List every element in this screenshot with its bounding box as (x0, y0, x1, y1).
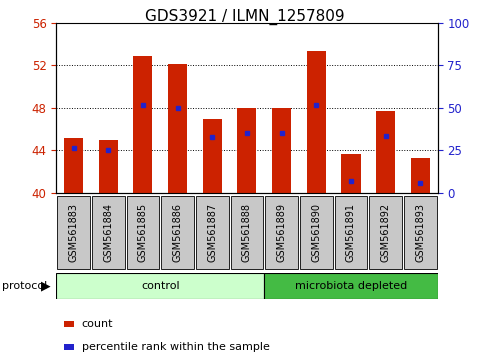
Bar (203, 119, 222, 193)
Text: GSM561889: GSM561889 (276, 203, 286, 262)
FancyBboxPatch shape (368, 196, 401, 269)
Bar (341, 154, 360, 193)
FancyBboxPatch shape (161, 196, 194, 269)
Text: GDS3921 / ILMN_1257809: GDS3921 / ILMN_1257809 (144, 9, 344, 25)
Text: count: count (81, 319, 113, 329)
Text: GSM561886: GSM561886 (172, 203, 182, 262)
Text: GSM561890: GSM561890 (311, 203, 321, 262)
Text: GSM561884: GSM561884 (103, 203, 113, 262)
Text: GSM561892: GSM561892 (380, 203, 390, 262)
Bar (306, 51, 325, 193)
Text: GSM561888: GSM561888 (242, 203, 251, 262)
Text: percentile rank within the sample: percentile rank within the sample (81, 342, 269, 352)
Text: GSM561883: GSM561883 (68, 203, 79, 262)
FancyBboxPatch shape (264, 273, 437, 299)
Text: GSM561887: GSM561887 (207, 203, 217, 262)
FancyBboxPatch shape (92, 196, 124, 269)
Bar (237, 108, 256, 193)
Bar (99, 140, 118, 193)
Text: GSM561885: GSM561885 (138, 203, 147, 262)
FancyBboxPatch shape (403, 196, 436, 269)
Bar (133, 56, 152, 193)
FancyBboxPatch shape (265, 196, 297, 269)
Text: microbiota depleted: microbiota depleted (294, 281, 407, 291)
FancyBboxPatch shape (57, 196, 90, 269)
Bar (410, 158, 429, 193)
FancyBboxPatch shape (56, 273, 264, 299)
FancyBboxPatch shape (126, 196, 159, 269)
Text: GSM561891: GSM561891 (346, 203, 355, 262)
Bar (168, 64, 187, 193)
FancyBboxPatch shape (334, 196, 366, 269)
FancyBboxPatch shape (299, 196, 332, 269)
Bar (271, 108, 290, 193)
Text: GSM561893: GSM561893 (414, 203, 425, 262)
Text: protocol: protocol (2, 281, 48, 291)
Text: ▶: ▶ (41, 279, 50, 292)
FancyBboxPatch shape (196, 196, 228, 269)
Text: control: control (141, 281, 179, 291)
Bar (64, 138, 83, 193)
FancyBboxPatch shape (230, 196, 263, 269)
Bar (375, 111, 394, 193)
